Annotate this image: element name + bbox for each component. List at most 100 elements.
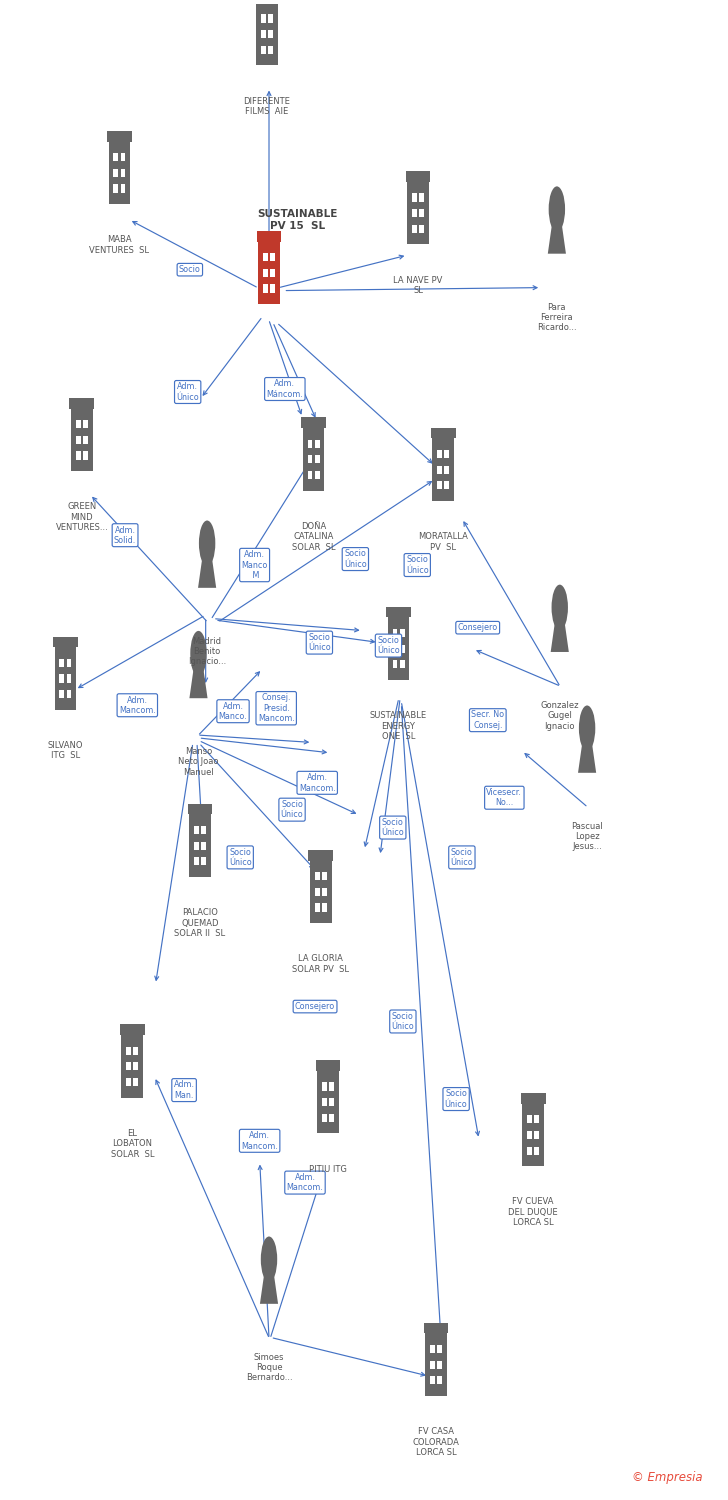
FancyBboxPatch shape xyxy=(412,194,416,201)
Ellipse shape xyxy=(552,585,568,630)
FancyBboxPatch shape xyxy=(522,1104,544,1167)
FancyBboxPatch shape xyxy=(438,1360,442,1370)
FancyBboxPatch shape xyxy=(66,675,71,682)
Text: SUSTAINABLE
PV 15  SL: SUSTAINABLE PV 15 SL xyxy=(258,210,338,231)
FancyBboxPatch shape xyxy=(412,225,416,232)
Text: Socio
Único: Socio Único xyxy=(445,1089,467,1108)
FancyBboxPatch shape xyxy=(270,254,275,261)
FancyBboxPatch shape xyxy=(329,1083,334,1090)
FancyBboxPatch shape xyxy=(329,1098,334,1107)
FancyBboxPatch shape xyxy=(314,903,320,912)
FancyBboxPatch shape xyxy=(438,1376,442,1384)
FancyBboxPatch shape xyxy=(521,1094,545,1104)
FancyBboxPatch shape xyxy=(316,1060,341,1071)
Polygon shape xyxy=(550,621,569,652)
Text: Para
Ferreira
Ricardo...: Para Ferreira Ricardo... xyxy=(537,303,577,333)
FancyBboxPatch shape xyxy=(534,1116,539,1124)
FancyBboxPatch shape xyxy=(60,658,64,668)
FancyBboxPatch shape xyxy=(268,15,273,22)
FancyBboxPatch shape xyxy=(431,427,456,438)
FancyBboxPatch shape xyxy=(322,871,327,880)
FancyBboxPatch shape xyxy=(303,427,325,490)
FancyBboxPatch shape xyxy=(53,636,78,648)
FancyBboxPatch shape xyxy=(412,209,416,218)
Text: GREEN
MIND
VENTURES...: GREEN MIND VENTURES... xyxy=(55,503,108,532)
FancyBboxPatch shape xyxy=(444,450,449,458)
FancyBboxPatch shape xyxy=(386,606,411,618)
FancyBboxPatch shape xyxy=(263,285,268,292)
Text: Pascual
Lopez
Jesus...: Pascual Lopez Jesus... xyxy=(571,822,603,852)
FancyBboxPatch shape xyxy=(308,471,312,478)
Text: Madrid
Benito
Ignacio...: Madrid Benito Ignacio... xyxy=(188,636,226,666)
Text: Consejero: Consejero xyxy=(458,622,498,632)
FancyBboxPatch shape xyxy=(60,675,64,682)
FancyBboxPatch shape xyxy=(114,184,118,192)
FancyBboxPatch shape xyxy=(194,842,199,849)
Text: Gonzalez
Gugel
Ignacio: Gonzalez Gugel Ignacio xyxy=(540,700,579,730)
FancyBboxPatch shape xyxy=(432,438,454,501)
FancyBboxPatch shape xyxy=(126,1078,131,1086)
FancyBboxPatch shape xyxy=(322,888,327,896)
FancyBboxPatch shape xyxy=(83,436,88,444)
Text: MABA
VENTURES  SL: MABA VENTURES SL xyxy=(90,236,149,255)
FancyBboxPatch shape xyxy=(400,628,405,638)
FancyBboxPatch shape xyxy=(114,153,118,162)
Text: Simoes
Roque
Bernardo...: Simoes Roque Bernardo... xyxy=(245,1353,293,1383)
Text: DOÑA
CATALINA
SOLAR  SL: DOÑA CATALINA SOLAR SL xyxy=(292,522,336,552)
Ellipse shape xyxy=(190,632,207,676)
FancyBboxPatch shape xyxy=(527,1146,532,1155)
Ellipse shape xyxy=(549,186,565,232)
FancyBboxPatch shape xyxy=(261,15,266,22)
FancyBboxPatch shape xyxy=(194,827,199,834)
Text: Manso
Neto Joao
Manuel: Manso Neto Joao Manuel xyxy=(178,747,218,777)
FancyBboxPatch shape xyxy=(83,452,88,459)
Text: LA NAVE PV
SL: LA NAVE PV SL xyxy=(393,276,443,296)
FancyBboxPatch shape xyxy=(55,648,76,710)
FancyBboxPatch shape xyxy=(534,1146,539,1155)
FancyBboxPatch shape xyxy=(256,231,282,242)
Ellipse shape xyxy=(261,1236,277,1282)
Polygon shape xyxy=(547,224,566,254)
FancyBboxPatch shape xyxy=(121,184,125,192)
Text: Adm.
Mancom.: Adm. Mancom. xyxy=(298,772,336,792)
FancyBboxPatch shape xyxy=(268,30,273,38)
FancyBboxPatch shape xyxy=(121,153,125,162)
FancyBboxPatch shape xyxy=(438,450,442,458)
FancyBboxPatch shape xyxy=(256,3,277,66)
FancyBboxPatch shape xyxy=(322,1098,327,1107)
Text: FV CUEVA
DEL DUQUE
LORCA SL: FV CUEVA DEL DUQUE LORCA SL xyxy=(508,1197,558,1227)
Text: Adm.
Mancom.: Adm. Mancom. xyxy=(287,1173,323,1192)
FancyBboxPatch shape xyxy=(314,471,320,478)
FancyBboxPatch shape xyxy=(329,1113,334,1122)
FancyBboxPatch shape xyxy=(254,0,280,3)
FancyBboxPatch shape xyxy=(405,171,430,182)
FancyBboxPatch shape xyxy=(534,1131,539,1138)
FancyBboxPatch shape xyxy=(309,850,333,861)
Text: Socio
Único: Socio Único xyxy=(229,847,252,867)
FancyBboxPatch shape xyxy=(425,1334,447,1396)
FancyBboxPatch shape xyxy=(308,454,312,464)
FancyBboxPatch shape xyxy=(317,1071,339,1134)
Text: FV CASA
COLORADA
LORCA SL: FV CASA COLORADA LORCA SL xyxy=(413,1426,459,1456)
Text: Socio
Único: Socio Único xyxy=(344,549,367,568)
FancyBboxPatch shape xyxy=(107,130,132,141)
Ellipse shape xyxy=(579,705,596,752)
FancyBboxPatch shape xyxy=(263,268,268,278)
Text: Adm.
Manco.: Adm. Manco. xyxy=(218,702,248,721)
FancyBboxPatch shape xyxy=(438,482,442,489)
Text: Socio
Único: Socio Único xyxy=(308,633,331,652)
Text: Socio
Único: Socio Único xyxy=(392,1013,414,1031)
FancyBboxPatch shape xyxy=(76,436,81,444)
FancyBboxPatch shape xyxy=(268,45,273,54)
Text: PITIU ITG: PITIU ITG xyxy=(309,1164,347,1173)
Text: Adm.
Mancom.: Adm. Mancom. xyxy=(241,1131,278,1150)
FancyBboxPatch shape xyxy=(189,815,210,878)
FancyBboxPatch shape xyxy=(194,856,199,865)
Text: Secr. No
Consej.: Secr. No Consej. xyxy=(471,711,505,730)
FancyBboxPatch shape xyxy=(263,254,268,261)
FancyBboxPatch shape xyxy=(270,268,275,278)
FancyBboxPatch shape xyxy=(424,1323,448,1334)
FancyBboxPatch shape xyxy=(201,842,206,849)
FancyBboxPatch shape xyxy=(419,209,424,218)
FancyBboxPatch shape xyxy=(133,1047,138,1054)
